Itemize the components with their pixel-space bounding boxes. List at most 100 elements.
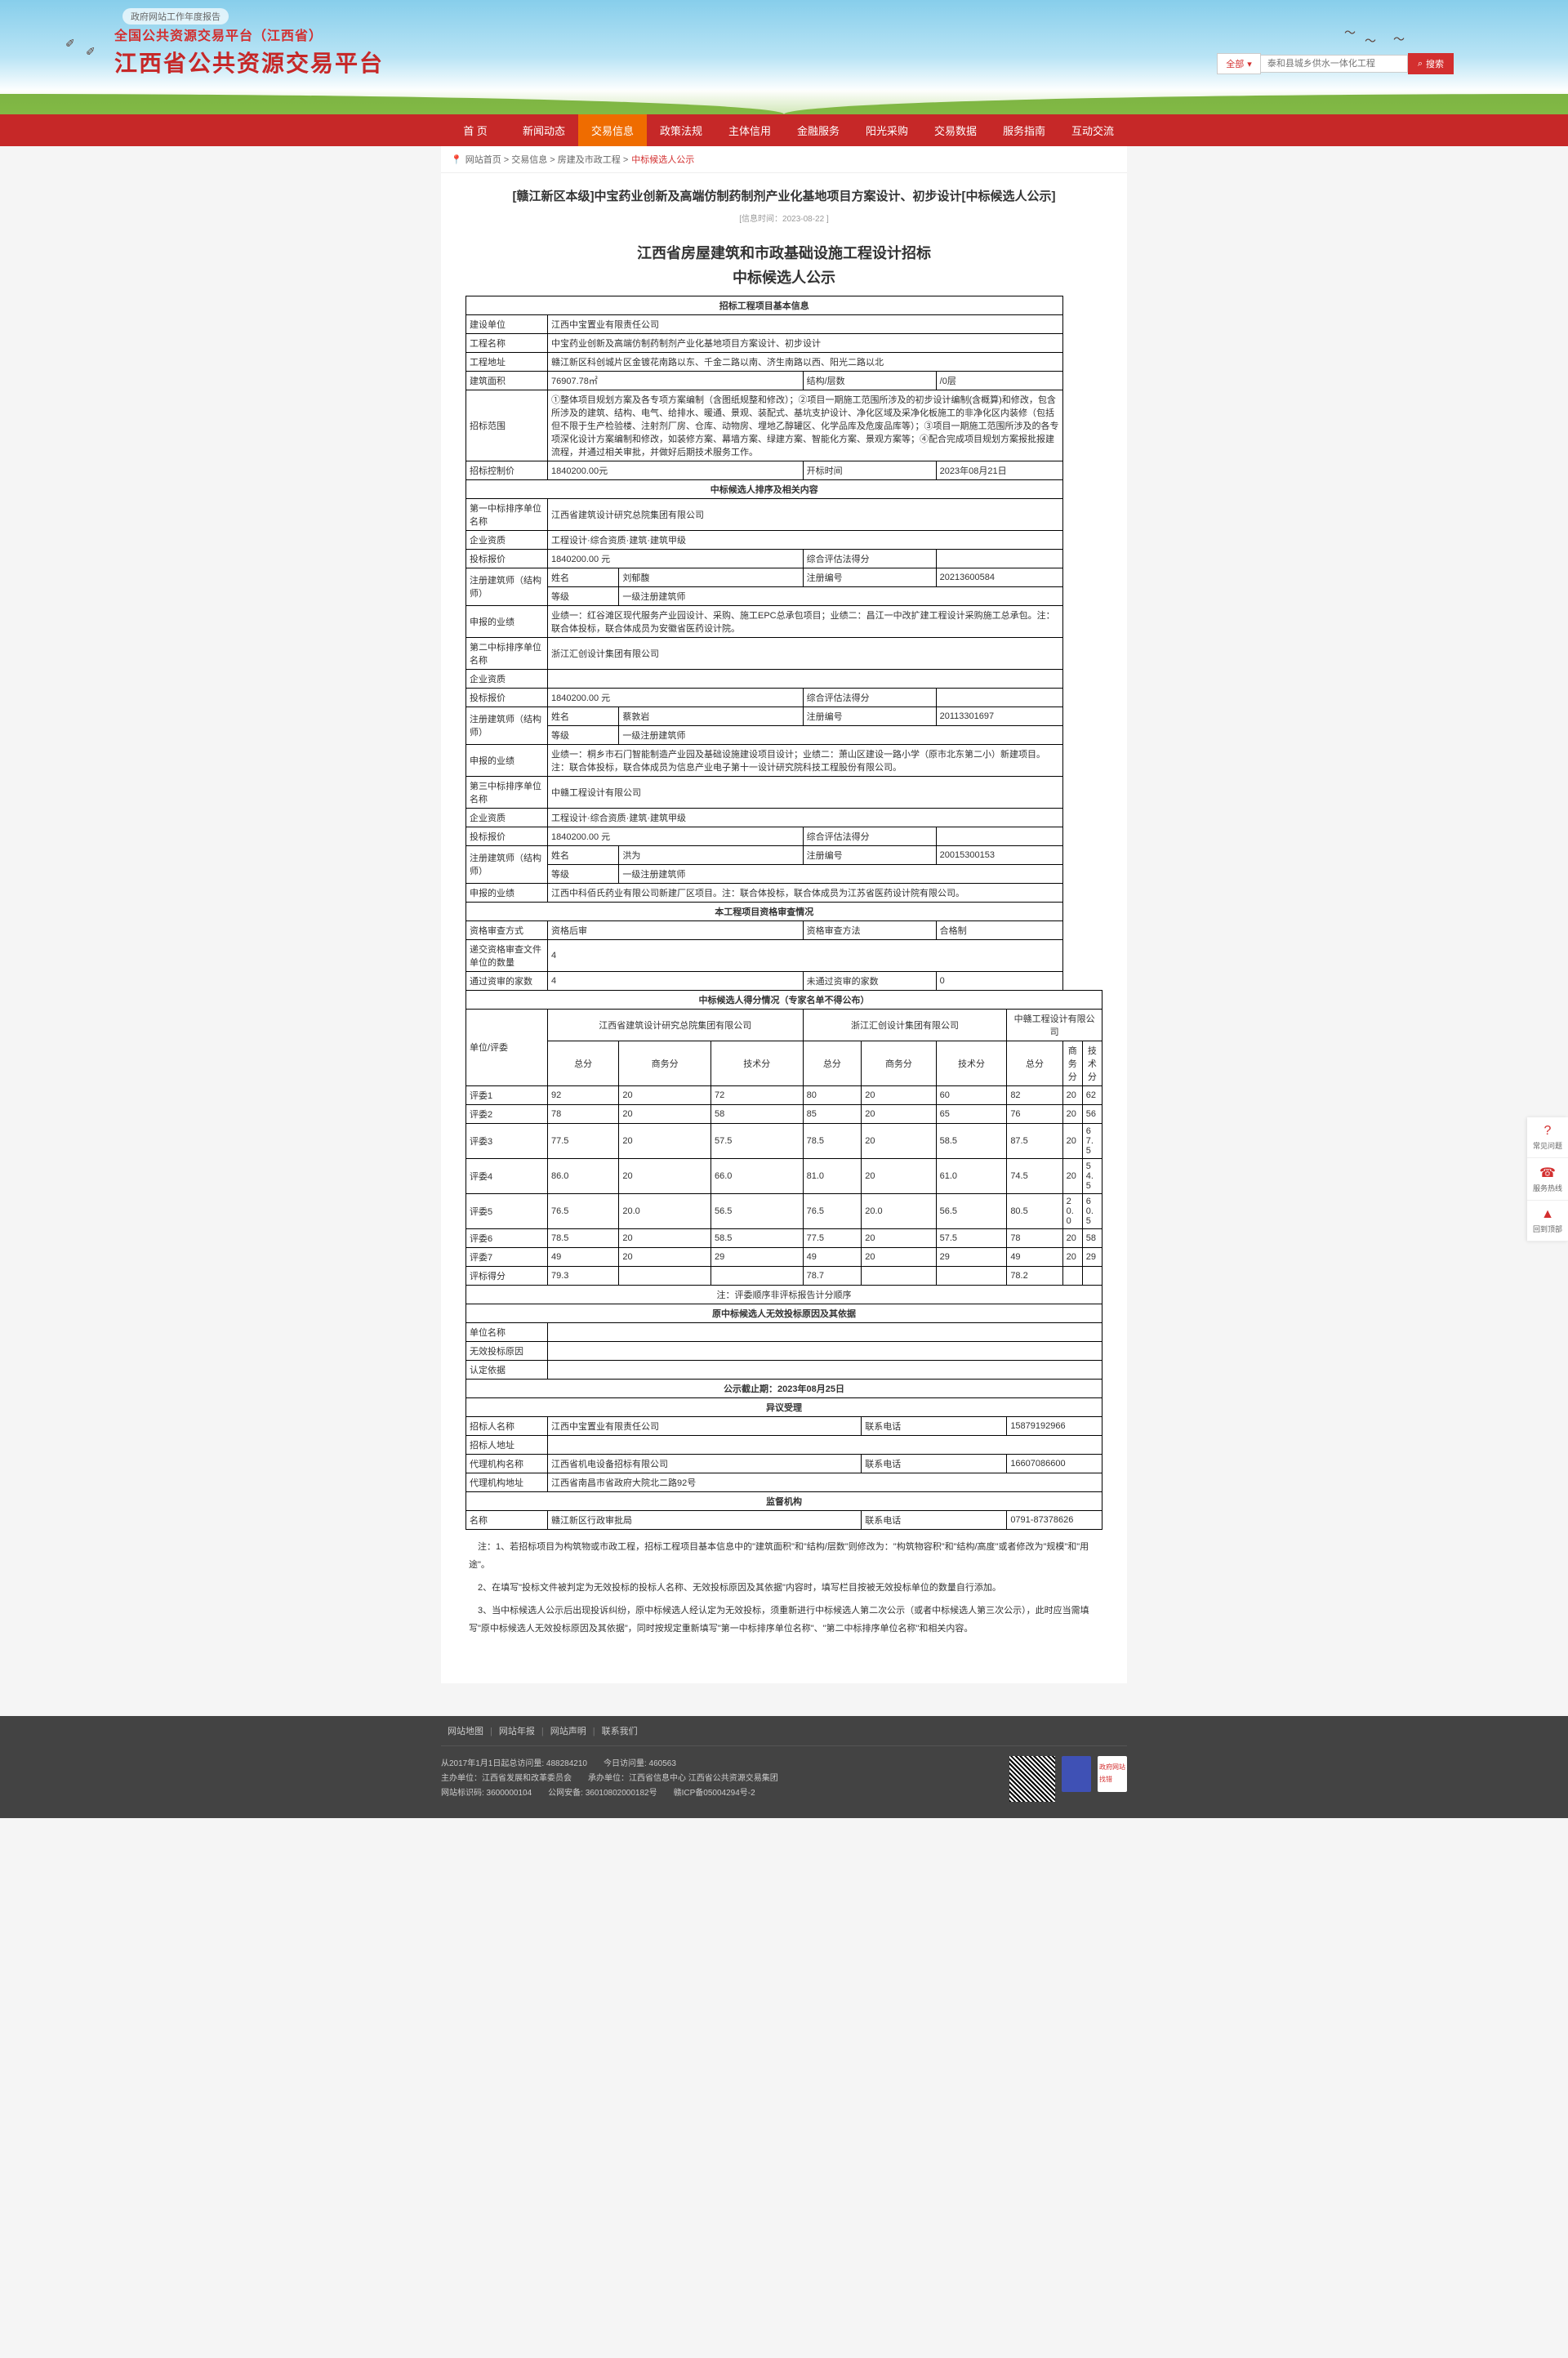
qual-submit-label: 递交资格审查文件单位的数量 xyxy=(466,939,548,971)
qual-submit: 4 xyxy=(548,939,1063,971)
nav-item[interactable]: 新闻动态 xyxy=(510,114,578,146)
supervise-tel-label: 联系电话 xyxy=(862,1510,1007,1529)
side-icon: ▲ xyxy=(1530,1207,1565,1222)
site-title: 江西省公共资源交易平台 xyxy=(114,46,384,78)
qual-method: 资格后审 xyxy=(548,920,804,939)
agent-addr-label: 代理机构地址 xyxy=(466,1473,548,1491)
nav-item[interactable]: 首 页 xyxy=(441,114,510,146)
side-float-item[interactable]: ▲ 回到顶部 xyxy=(1527,1201,1568,1241)
nav-item[interactable]: 服务指南 xyxy=(990,114,1058,146)
owner-value: 江西中宝置业有限责任公司 xyxy=(548,314,1063,333)
invalid-basis xyxy=(548,1360,1102,1379)
qual-fail-label: 未通过资审的家数 xyxy=(803,971,936,990)
side-float-item[interactable]: ☎ 服务热线 xyxy=(1527,1158,1568,1201)
bird-icon: ✐ xyxy=(86,45,96,59)
tenderee-addr-label: 招标人地址 xyxy=(466,1435,548,1454)
footer-link[interactable]: 网站年报 xyxy=(499,1727,535,1736)
publish-date: [信息时间：2023-08-22 ] xyxy=(441,212,1127,234)
breadcrumb: 📍 网站首页 > 交易信息 > 房建及市政工程 > 中标候选人公示 xyxy=(441,146,1127,173)
side-float-item[interactable]: ? 常见问题 xyxy=(1527,1117,1568,1158)
main-nav: 首 页新闻动态交易信息政策法规主体信用金融服务阳光采购交易数据服务指南互动交流 xyxy=(0,114,1568,146)
struct-value: /0层 xyxy=(936,371,1062,390)
doc-heading-1: 江西省房屋建筑和市政基础设施工程设计招标 xyxy=(466,242,1102,263)
breadcrumb-link[interactable]: 房建及市政工程 xyxy=(558,155,621,165)
invalid-basis-label: 认定依据 xyxy=(466,1360,548,1379)
ctrl-label: 招标控制价 xyxy=(466,461,548,479)
main-data-table: 招标工程项目基本信息 建设单位江西中宝置业有限责任公司 工程名称中宝药业创新及高… xyxy=(466,296,1102,1530)
footer-info: 从2017年1月1日起总访问量: 488284210 今日访问量: 460563… xyxy=(441,1757,778,1801)
search-bar: 全部 ▾ ⌕ 搜索 xyxy=(1217,53,1454,74)
side-icon: ? xyxy=(1530,1124,1565,1139)
scope-label: 招标范围 xyxy=(466,390,548,461)
section-score: 中标候选人得分情况（专家名单不得公布） xyxy=(466,990,1102,1009)
breadcrumb-current: 中标候选人公示 xyxy=(631,153,694,166)
supervise-name-label: 名称 xyxy=(466,1510,548,1529)
search-category-select[interactable]: 全部 ▾ xyxy=(1217,53,1261,74)
qual-fail: 0 xyxy=(936,971,1062,990)
tenderee-addr xyxy=(548,1435,1102,1454)
address-label: 工程地址 xyxy=(466,352,548,371)
bird-icon: ～ xyxy=(1393,31,1405,47)
side-icon: ☎ xyxy=(1530,1165,1565,1181)
section-qual: 本工程项目资格审查情况 xyxy=(466,902,1063,920)
qual-pass: 4 xyxy=(548,971,804,990)
side-label: 常见问题 xyxy=(1533,1142,1562,1150)
open-value: 2023年08月21日 xyxy=(936,461,1062,479)
address-value: 赣江新区科创城片区金镀花南路以东、千金二路以南、济生南路以西、阳光二路以北 xyxy=(548,352,1063,371)
search-input[interactable] xyxy=(1261,55,1408,73)
nav-item[interactable]: 政策法规 xyxy=(647,114,715,146)
bird-icon: ✐ xyxy=(65,37,75,51)
supervise-tel: 0791-87378626 xyxy=(1007,1510,1102,1529)
note-line: 3、当中标候选人公示后出现投诉纠纷，原中标候选人经认定为无效投标，须重新进行中标… xyxy=(469,1602,1099,1638)
site-subtitle: 全国公共资源交易平台（江西省） xyxy=(114,25,384,44)
area-label: 建筑面积 xyxy=(466,371,548,390)
footer-link[interactable]: 联系我们 xyxy=(602,1727,638,1736)
invalid-reason-label: 无效投标原因 xyxy=(466,1341,548,1360)
bird-icon: ～ xyxy=(1365,33,1376,49)
doc-heading-2: 中标候选人公示 xyxy=(466,266,1102,288)
footer-link[interactable]: 网站地图 xyxy=(448,1727,483,1736)
nav-item[interactable]: 阳光采购 xyxy=(853,114,921,146)
section-dispute: 异议受理 xyxy=(466,1397,1102,1416)
side-label: 回到顶部 xyxy=(1533,1225,1562,1233)
section-supervise: 监督机构 xyxy=(466,1491,1102,1510)
agent-label: 代理机构名称 xyxy=(466,1454,548,1473)
nav-item[interactable]: 主体信用 xyxy=(715,114,784,146)
note-line: 注：1、若招标项目为构筑物或市政工程，招标工程项目基本信息中的"建筑面积"和"结… xyxy=(469,1538,1099,1574)
side-float: ? 常见问题 ☎ 服务热线 ▲ 回到顶部 xyxy=(1527,1117,1568,1241)
caret-down-icon: ▾ xyxy=(1247,59,1252,69)
annual-report-link[interactable]: 政府网站工作年度报告 xyxy=(122,8,229,25)
header-banner: ✐ ✐ ～ ～ ～ 政府网站工作年度报告 全国公共资源交易平台（江西省） 江西省… xyxy=(0,0,1568,114)
qual-pass-label: 通过资审的家数 xyxy=(466,971,548,990)
nav-item[interactable]: 互动交流 xyxy=(1058,114,1127,146)
section-basic: 招标工程项目基本信息 xyxy=(466,296,1063,314)
breadcrumb-link[interactable]: 网站首页 xyxy=(466,155,501,165)
tel-label-2: 联系电话 xyxy=(862,1454,1007,1473)
pin-icon: 📍 xyxy=(451,154,462,165)
gov-error-icon: 政府网站找错 xyxy=(1098,1756,1127,1792)
scope-value: ①整体项目规划方案及各专项方案编制（含图纸规整和修改）；②项目一期施工范围所涉及… xyxy=(548,390,1063,461)
footer-line3: 网站标识码: 3600000104 公网安备: 36010802000182号 … xyxy=(441,1786,778,1801)
search-button[interactable]: ⌕ 搜索 xyxy=(1408,53,1454,74)
invalid-reason xyxy=(548,1341,1102,1360)
area-value: 76907.78㎡ xyxy=(548,371,804,390)
tenderee: 江西中宝置业有限责任公司 xyxy=(548,1416,862,1435)
search-icon: ⌕ xyxy=(1418,59,1423,69)
tenderee-tel: 15879192966 xyxy=(1007,1416,1102,1435)
breadcrumb-link[interactable]: 交易信息 xyxy=(511,155,547,165)
qual-way-label: 资格审查方法 xyxy=(803,920,936,939)
nav-item[interactable]: 交易数据 xyxy=(921,114,990,146)
agent-addr: 江西省南昌市省政府大院北二路92号 xyxy=(548,1473,1102,1491)
qual-way: 合格制 xyxy=(936,920,1062,939)
side-label: 服务热线 xyxy=(1533,1184,1562,1192)
owner-label: 建设单位 xyxy=(466,314,548,333)
invalid-unit-label: 单位名称 xyxy=(466,1322,548,1341)
tenderee-label: 招标人名称 xyxy=(466,1416,548,1435)
nav-item[interactable]: 交易信息 xyxy=(578,114,647,146)
footer-link[interactable]: 网站声明 xyxy=(550,1727,586,1736)
deadline: 公示截止期：2023年08月25日 xyxy=(466,1379,1102,1397)
gov-seal-icon xyxy=(1062,1756,1091,1792)
tel-label: 联系电话 xyxy=(862,1416,1007,1435)
nav-item[interactable]: 金融服务 xyxy=(784,114,853,146)
note-line: 2、在填写"投标文件被判定为无效投标的投标人名称、无效投标原因及其依据"内容时，… xyxy=(469,1579,1099,1597)
